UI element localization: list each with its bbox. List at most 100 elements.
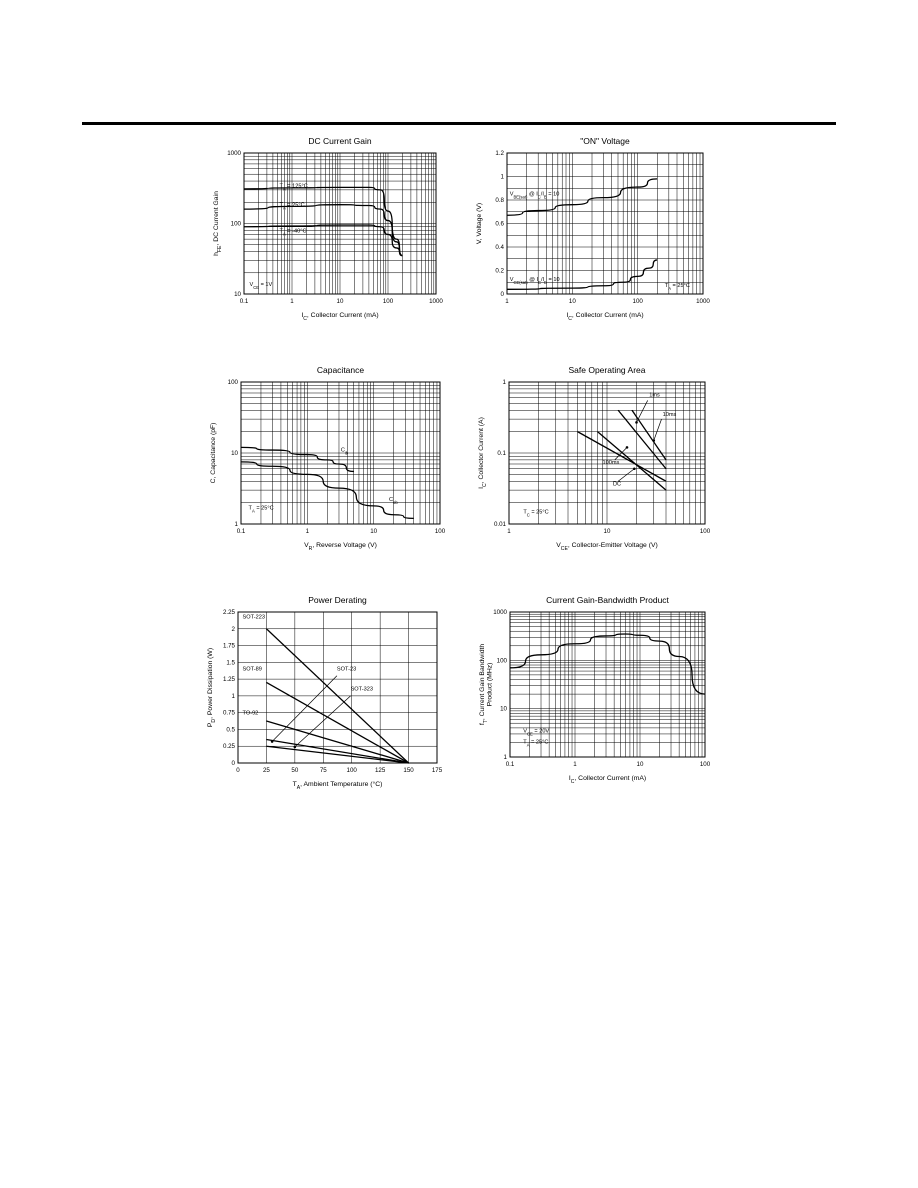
- x-tick-label: 100: [347, 767, 358, 774]
- series-line: [506, 259, 658, 290]
- series-label: TO-92: [243, 711, 259, 717]
- series-line: [240, 461, 414, 520]
- series-line: [506, 178, 658, 216]
- x-tick-label: 100: [435, 528, 446, 535]
- x-tick-label: 10: [637, 761, 644, 768]
- y-tick-label: 1: [235, 521, 239, 528]
- y-tick-label: 1: [501, 174, 505, 181]
- y-tick-label: 2: [232, 626, 236, 633]
- grid: [508, 382, 705, 525]
- y-tick-label: 0.25: [223, 743, 236, 750]
- leader-arrowhead: [270, 740, 274, 743]
- x-tick-label: 100: [700, 528, 711, 535]
- y-axis-label: V, Voltage (V): [476, 203, 483, 244]
- power-derating-svg: Power Derating 0 25 50 75 100 125 150 175 0 0.25 0.…: [207, 595, 443, 791]
- x-tick-label: 0.1: [237, 528, 246, 535]
- series-line: [265, 628, 410, 764]
- y-tick-label: 100: [497, 657, 508, 664]
- x-axis-label: TA, Ambient Temperature (°C): [293, 780, 383, 791]
- x-tick-label: 25: [263, 767, 270, 774]
- annotation-label: TC = 25°C: [523, 510, 548, 517]
- header-rule: [82, 122, 836, 125]
- y-axis-label: fT, Current Gain BandwidthProduct (MHz): [479, 644, 494, 726]
- y-tick-label: 0.2: [495, 268, 504, 275]
- y-tick-label: 1.2: [495, 150, 504, 157]
- series-line: [266, 745, 409, 764]
- y-tick-label: 1: [232, 693, 236, 700]
- series-label: SOT-223: [243, 615, 265, 621]
- series-line: [631, 409, 667, 461]
- x-tick-label: 175: [432, 767, 443, 774]
- leader-line: [614, 447, 628, 461]
- y-tick-label: 0: [501, 291, 505, 298]
- x-tick-label: 1: [505, 298, 509, 305]
- chart-title: Safe Operating Area: [568, 365, 645, 375]
- y-tick-label: 0: [232, 760, 236, 767]
- x-tick-label: 10: [370, 528, 377, 535]
- y-axis-label: PD, Power Dissipation (W): [207, 648, 217, 727]
- series-label: Cob: [389, 497, 398, 505]
- series-label: SOT-23: [337, 666, 356, 672]
- series-label: VCE(sat) @ IC/IB = 10: [510, 277, 560, 285]
- on-voltage-svg: "ON" Voltage 1 10 100 1000 0 0.2 0.4 0.6 0.8 1 1.2 I…: [476, 136, 710, 322]
- series-label: 10ms: [663, 412, 677, 418]
- grid: [509, 612, 705, 758]
- annotation-label: VCE = 1V: [249, 282, 272, 290]
- series-line: [509, 633, 706, 695]
- leader-arrowhead: [625, 446, 629, 449]
- series-line: [266, 738, 409, 764]
- series-line: [266, 681, 409, 764]
- x-tick-label: 100: [700, 761, 711, 768]
- y-tick-label: 1.5: [226, 659, 235, 666]
- annotation-label: TA = 25°C: [523, 740, 548, 748]
- leader-arrowhead: [293, 745, 297, 749]
- x-tick-label: 1000: [696, 298, 710, 305]
- chart-capacitance: Capacitance 0.1 1 10 100 1 10 100 VR, Reverse Vo…: [200, 362, 450, 577]
- plot-frame: [506, 152, 704, 295]
- y-tick-label: 0.1: [497, 450, 506, 457]
- series-label: SOT-89: [243, 666, 262, 672]
- chart-title: Current Gain-Bandwidth Product: [546, 595, 669, 605]
- x-tick-label: 0: [236, 767, 240, 774]
- x-tick-label: 1: [507, 528, 511, 535]
- y-tick-label: 0.75: [223, 710, 236, 717]
- series-line: [266, 720, 409, 764]
- series-label: VBE(sat) @ IC/IB = 10: [510, 191, 560, 199]
- y-tick-label: 10: [231, 450, 238, 457]
- annotation-label: VCE = 20V: [523, 729, 549, 737]
- series-line: [243, 224, 403, 257]
- y-tick-label: 2.25: [223, 609, 236, 616]
- series-label: 100ms: [603, 460, 620, 466]
- x-tick-label: 1: [306, 528, 310, 535]
- x-axis-label: VR, Reverse Voltage (V): [304, 542, 377, 552]
- series-label: DC: [613, 481, 621, 487]
- y-tick-label: 10: [234, 291, 241, 298]
- x-tick-label: 10: [604, 528, 611, 535]
- chart-title: Capacitance: [317, 365, 365, 375]
- series-line: [240, 446, 354, 473]
- y-tick-label: 0.6: [495, 221, 504, 228]
- grid: [506, 152, 703, 295]
- series-line: [243, 186, 403, 257]
- x-axis-label: VCE, Collector-Emitter Voltage (V): [556, 542, 658, 552]
- y-tick-label: 0.8: [495, 197, 504, 204]
- soa-svg: Safe Operating Area 1 10 100 0.01 0.1 1 VCE, Co…: [478, 365, 711, 552]
- x-tick-label: 1: [573, 761, 577, 768]
- x-tick-label: 150: [403, 767, 414, 774]
- leader-arrowhead: [652, 439, 656, 442]
- leader-arrowhead: [635, 421, 638, 424]
- series-line: [597, 431, 667, 491]
- y-tick-label: 1.25: [223, 676, 236, 683]
- y-tick-label: 1: [504, 754, 508, 761]
- leader-line: [653, 419, 662, 441]
- y-tick-label: 10: [500, 706, 507, 713]
- series-label: TA = 125°C: [280, 183, 308, 191]
- y-tick-label: 100: [231, 221, 242, 228]
- x-tick-label: 100: [633, 298, 644, 305]
- y-tick-label: 100: [228, 379, 239, 386]
- plot-frame: [237, 611, 438, 764]
- leader-line: [636, 400, 648, 423]
- x-tick-label: 100: [383, 298, 394, 305]
- x-tick-label: 50: [291, 767, 298, 774]
